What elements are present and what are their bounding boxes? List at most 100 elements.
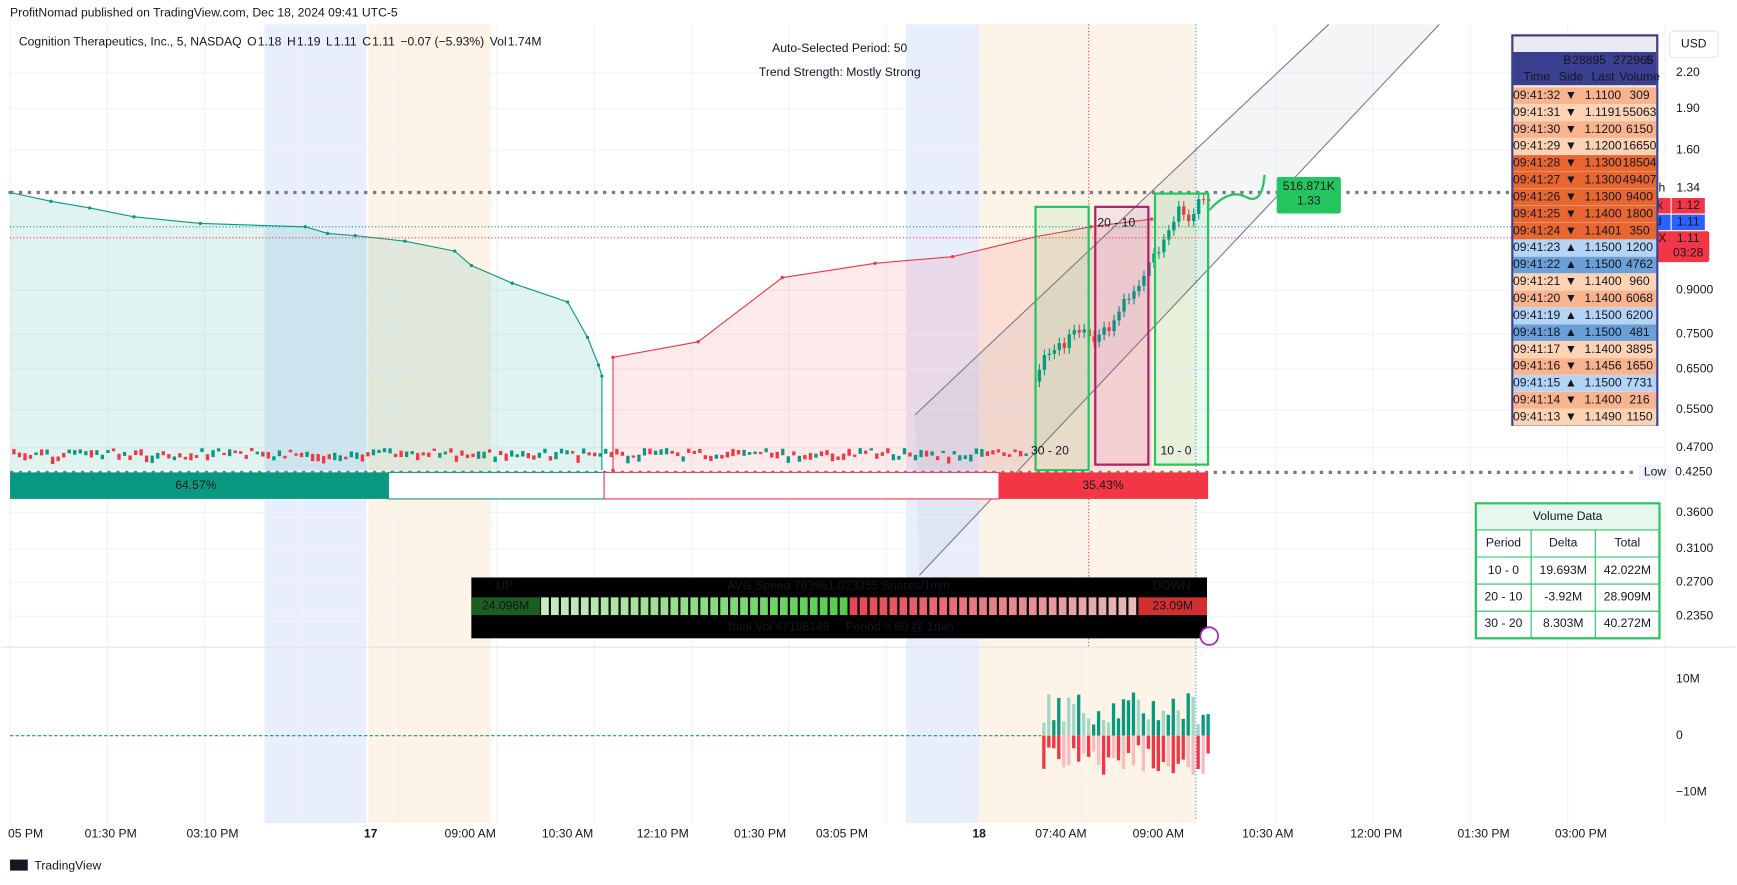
candle [615,448,619,455]
ts-row [1513,392,1657,409]
balance-empty [387,471,605,500]
speed-bar [650,597,659,616]
candle [847,448,851,456]
candle [39,449,44,456]
volume-bar [1096,735,1101,765]
ts-row [1513,307,1657,325]
ts-cell: 6200 [1626,308,1653,322]
speed-bar [999,597,1007,616]
candle [388,448,392,454]
badge-value [1671,198,1705,214]
candle [880,452,884,456]
candle [526,453,530,459]
candle [1182,206,1186,215]
candle [233,450,237,454]
candle [504,453,508,461]
candle [183,456,188,460]
ts-row [1513,408,1657,426]
candle [244,455,248,459]
ts-cell: 09:41:27 [1513,173,1561,187]
teal-dot [600,374,604,378]
candle [427,452,431,457]
ts-cell: ▼ [1565,342,1577,356]
candle [322,455,326,464]
teal-dot [453,249,457,253]
candle [266,452,271,459]
candle [703,455,707,460]
speed-bar [570,597,579,616]
volume-bar [1082,735,1086,754]
ts-cell: 09:41:15 [1513,376,1561,390]
candle [1102,327,1106,335]
ts-cell: 1.1500 [1584,325,1621,339]
speed-bar [551,597,559,616]
candle [288,449,293,453]
candle [111,448,116,452]
ts-row [1513,188,1657,206]
candle [659,449,663,455]
ts-cell: 16650 [1623,139,1657,153]
legend-item: −0.07 (−5.93%) [400,34,484,48]
candle [344,456,348,460]
candle [250,448,254,452]
period-label: 30 - 20 [1031,444,1069,458]
volume-bar [1181,735,1185,760]
candle [841,453,846,460]
candle [161,451,165,456]
candle [758,452,763,455]
candle [84,451,88,456]
speed-bar [869,597,878,616]
candle [902,448,907,455]
ts-row [1513,256,1657,274]
ts-cell: 09:41:29 [1513,139,1561,153]
ts-cell: ▼ [1565,409,1577,423]
ts-cell: ▲ [1565,240,1577,254]
candle [825,450,829,456]
ts-head: S [1645,53,1653,67]
candle [570,451,575,454]
candle [12,449,16,455]
volume-bar [1196,724,1200,736]
ts-row [1513,358,1657,375]
candle [421,452,425,456]
candle [305,451,309,457]
candle [178,453,182,458]
volume-bar [1191,735,1195,775]
candle [1132,291,1136,299]
badge-value: 1.11 [1677,231,1700,245]
candle [465,454,470,459]
publisher: ProfitNomad published on TradingView.com… [10,5,398,19]
speed-bar [1028,597,1037,616]
candle [122,451,127,456]
candle [117,453,121,460]
volume-bar [1082,712,1086,736]
speed-bar [620,597,629,616]
speed-bar [1088,597,1097,616]
candle [73,450,77,455]
candle [687,448,691,453]
candle [377,449,381,453]
ts-cell: 09:41:31 [1513,105,1561,119]
candle [886,448,890,454]
ts-cell: 09:41:16 [1513,359,1561,373]
candle [1162,239,1166,253]
volume-bar [1116,735,1121,761]
candle [355,452,359,460]
candle [299,452,304,458]
volume-bar [1062,735,1066,768]
ts-row [1513,273,1657,291]
price-tick-label: 0.5500 [1676,402,1713,416]
red-dot [696,340,700,344]
speed-bar [690,597,699,616]
speed-bar [859,597,868,616]
candle [17,452,22,458]
ts-row [1513,222,1657,240]
volume-bar [1052,720,1056,736]
red-dot [873,261,877,265]
candle [1037,369,1042,382]
candle [100,454,105,460]
candle [393,453,398,458]
candle [781,448,785,456]
time-tick-label: 12:10 PM [637,826,689,840]
speed-bar [1108,597,1117,616]
